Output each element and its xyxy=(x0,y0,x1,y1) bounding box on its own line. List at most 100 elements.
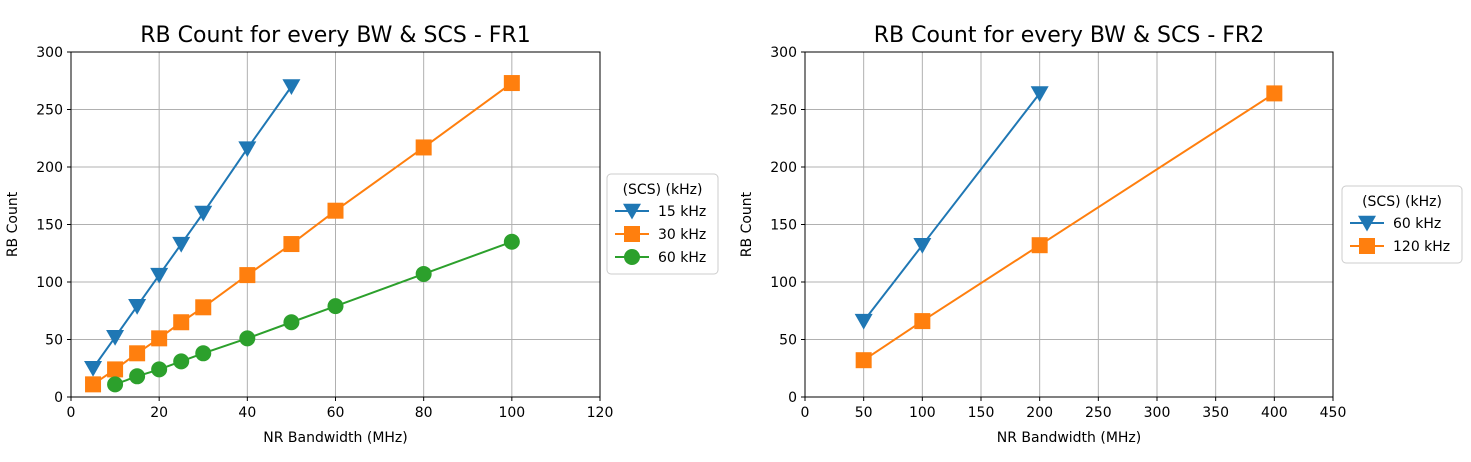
y-tick-label: 50 xyxy=(779,333,797,349)
y-tick-label: 0 xyxy=(54,390,63,406)
chart-2: 0 50 100 150 200 250 300 350 400 450 0 50 100 150 200 2… xyxy=(739,23,1463,446)
legend-label: 120 kHz xyxy=(1393,239,1450,255)
y-tick-label: 50 xyxy=(45,333,63,349)
y-tick-label: 300 xyxy=(36,45,63,61)
data-point xyxy=(194,205,213,222)
data-point xyxy=(129,345,146,362)
x-tick-label: 100 xyxy=(498,405,525,421)
x-tick-label: 200 xyxy=(1026,405,1053,421)
series-30-khz xyxy=(85,75,520,393)
legend-label: 15 kHz xyxy=(658,204,706,220)
legend-label: 60 kHz xyxy=(658,250,706,266)
data-point xyxy=(914,313,931,330)
data-point xyxy=(854,313,873,330)
y-tick-label: 200 xyxy=(36,160,63,176)
x-tick-label: 40 xyxy=(238,405,256,421)
data-point xyxy=(855,352,872,369)
data-point xyxy=(327,202,344,219)
series-60-khz xyxy=(107,233,520,393)
data-point xyxy=(151,330,168,347)
data-point xyxy=(151,361,168,378)
data-point xyxy=(173,314,190,331)
x-tick-label: 350 xyxy=(1202,405,1229,421)
data-point xyxy=(172,236,191,253)
data-point xyxy=(85,376,102,393)
y-axis-label: RB Count xyxy=(5,191,21,257)
plot-frame xyxy=(70,51,601,398)
y-tick-label: 300 xyxy=(770,45,797,61)
legend-title: (SCS) (kHz) xyxy=(623,182,703,198)
data-point xyxy=(107,376,124,393)
y-tick-label: 100 xyxy=(770,275,797,291)
legend-marker xyxy=(1359,238,1375,254)
data-point xyxy=(173,353,190,370)
data-point xyxy=(283,314,300,331)
x-tick-label: 0 xyxy=(801,405,810,421)
x-tick-label: 100 xyxy=(909,405,936,421)
x-tick-label: 60 xyxy=(327,405,345,421)
legend-label: 60 kHz xyxy=(1393,216,1441,232)
x-axis-label: NR Bandwidth (MHz) xyxy=(997,430,1142,446)
data-point xyxy=(503,75,520,92)
legend-box xyxy=(606,173,719,275)
legend-marker xyxy=(623,203,641,220)
data-point xyxy=(913,238,932,254)
y-tick-label: 250 xyxy=(770,103,797,119)
data-point xyxy=(415,265,432,282)
y-tick-label: 0 xyxy=(788,390,797,406)
x-tick-label: 80 xyxy=(415,405,433,421)
y-tick-label: 250 xyxy=(36,103,63,119)
data-point xyxy=(1031,237,1048,254)
data-point xyxy=(327,298,344,315)
x-tick-label: 50 xyxy=(855,405,873,421)
y-tick-label: 200 xyxy=(770,160,797,176)
plot-frame xyxy=(804,51,1334,398)
data-point xyxy=(1030,86,1049,102)
series-15-khz xyxy=(84,79,301,377)
x-tick-label: 150 xyxy=(968,405,995,421)
series-60-khz xyxy=(854,86,1049,330)
data-point xyxy=(195,345,212,362)
data-point xyxy=(282,79,301,96)
series-120-khz xyxy=(855,85,1283,369)
data-point xyxy=(239,330,256,347)
data-point xyxy=(415,139,432,156)
data-point xyxy=(150,267,169,284)
data-point xyxy=(283,236,300,253)
data-point xyxy=(1266,85,1283,102)
chart-title: RB Count for every BW & SCS - FR2 xyxy=(874,23,1264,48)
x-tick-label: 20 xyxy=(150,405,168,421)
y-tick-label: 100 xyxy=(36,275,63,291)
series-line xyxy=(862,92,1041,322)
x-tick-label: 300 xyxy=(1144,405,1171,421)
data-point xyxy=(129,368,146,385)
legend-marker xyxy=(1358,215,1376,232)
legend-title: (SCS) (kHz) xyxy=(1362,194,1442,210)
data-point xyxy=(84,361,103,377)
data-point xyxy=(503,233,520,250)
x-tick-label: 450 xyxy=(1320,405,1347,421)
data-point xyxy=(106,330,125,346)
data-point xyxy=(107,361,124,378)
legend: (SCS) (kHz) 15 kHz 30 kHz 60 kHz xyxy=(606,173,719,275)
x-axis-label: NR Bandwidth (MHz) xyxy=(263,430,408,446)
data-point xyxy=(128,298,147,315)
legend-marker xyxy=(624,249,640,265)
x-tick-label: 400 xyxy=(1261,405,1288,421)
x-tick-label: 120 xyxy=(587,405,614,421)
x-tick-label: 0 xyxy=(67,405,76,421)
legend-marker xyxy=(624,226,640,242)
data-point xyxy=(238,141,257,158)
y-tick-label: 150 xyxy=(36,218,63,234)
x-tick-label: 250 xyxy=(1085,405,1112,421)
series-line xyxy=(114,240,513,386)
legend: (SCS) (kHz) 60 kHz 120 kHz xyxy=(1341,185,1463,264)
y-tick-label: 150 xyxy=(770,218,797,234)
series-line xyxy=(92,85,293,369)
chart-1: 0 20 40 60 80 100 120 0 50 100 150 200 250 300 RB Coun… xyxy=(5,23,719,446)
data-point xyxy=(239,267,256,284)
chart-title: RB Count for every BW & SCS - FR1 xyxy=(140,23,530,48)
y-axis-label: RB Count xyxy=(739,191,755,257)
